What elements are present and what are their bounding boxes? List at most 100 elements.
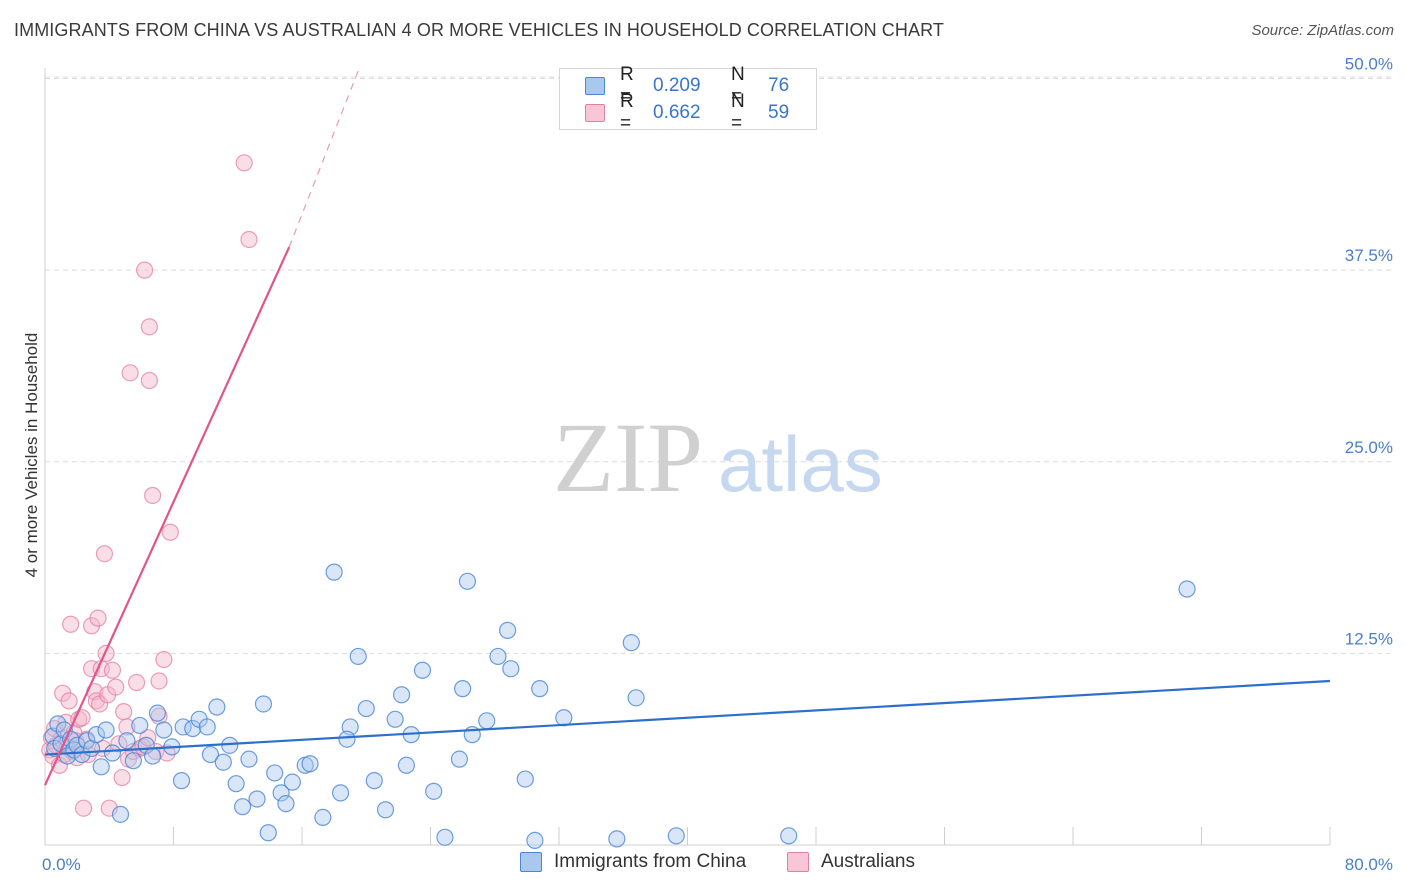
australians-swatch-icon bbox=[585, 104, 605, 122]
y-tick-label: 12.5% bbox=[1345, 629, 1393, 648]
australians-trend-extension bbox=[288, 70, 359, 248]
china-point bbox=[608, 830, 626, 848]
n-label: N = bbox=[731, 64, 745, 107]
y-tick-label: 37.5% bbox=[1345, 246, 1393, 265]
australians-point bbox=[97, 644, 115, 662]
x-tick-label-max: 80.0% bbox=[1345, 855, 1393, 874]
china-point bbox=[531, 680, 549, 698]
australians-point bbox=[121, 364, 139, 382]
y-tick-label: 25.0% bbox=[1345, 438, 1393, 457]
china-point bbox=[516, 770, 534, 788]
china-point bbox=[248, 790, 266, 808]
y-tick-labels: 12.5% 25.0% 37.5% 50.0% bbox=[1345, 55, 1393, 649]
watermark-atlas: atlas bbox=[718, 420, 883, 508]
china-point bbox=[555, 709, 573, 727]
series-legend: Immigrants from China Australians bbox=[0, 851, 1406, 877]
australians-point bbox=[140, 371, 159, 390]
china-point bbox=[478, 712, 496, 730]
chart-title: IMMIGRANTS FROM CHINA VS AUSTRALIAN 4 OR… bbox=[14, 20, 944, 40]
australians-point bbox=[113, 768, 131, 787]
china-point bbox=[92, 758, 110, 776]
china-point bbox=[227, 775, 245, 793]
china-point bbox=[201, 745, 220, 764]
aus-r-value: 0.662 bbox=[653, 102, 701, 123]
china-point bbox=[266, 764, 284, 782]
china-swatch-icon bbox=[585, 77, 605, 95]
china-point bbox=[627, 689, 645, 707]
china-point bbox=[349, 647, 367, 666]
china-point bbox=[272, 784, 290, 802]
legend-label-australians: Australians bbox=[821, 851, 915, 872]
china-point bbox=[283, 773, 301, 791]
aus-n-value: 59 bbox=[768, 102, 790, 123]
china-point bbox=[780, 827, 798, 845]
australians-point bbox=[161, 523, 179, 541]
australians-point bbox=[60, 692, 78, 710]
x-tick-labels: 0.0% 80.0% bbox=[42, 855, 1393, 874]
australians-point bbox=[89, 609, 107, 627]
australians-point bbox=[62, 615, 80, 633]
china-point bbox=[254, 695, 273, 713]
china-point bbox=[103, 744, 122, 762]
source-label: Source: ZipAtlas.com bbox=[1251, 22, 1394, 39]
series-china bbox=[44, 563, 1196, 850]
n-label: N = bbox=[731, 91, 745, 134]
china-r-value: 0.209 bbox=[653, 75, 701, 96]
china-point bbox=[365, 772, 383, 790]
china-point bbox=[376, 801, 395, 819]
china-trend-line bbox=[44, 679, 1331, 756]
y-tick-label: 50.0% bbox=[1345, 55, 1393, 74]
china-point bbox=[131, 716, 149, 735]
australians-point bbox=[118, 718, 136, 736]
china-point bbox=[392, 686, 411, 704]
legend-item-china[interactable]: Immigrants from China bbox=[520, 851, 746, 873]
australians-point bbox=[140, 318, 159, 336]
china-point bbox=[148, 704, 167, 722]
trend-lines bbox=[43, 70, 1331, 786]
australians-point bbox=[155, 650, 173, 669]
china-point bbox=[1178, 580, 1196, 598]
china-point bbox=[124, 752, 142, 770]
china-point bbox=[331, 784, 350, 802]
china-n-value: 76 bbox=[768, 75, 790, 96]
china-point bbox=[386, 710, 404, 728]
china-point bbox=[184, 719, 202, 738]
china-point bbox=[214, 753, 232, 771]
china-point bbox=[208, 698, 226, 716]
australians-point bbox=[144, 486, 162, 505]
china-point bbox=[172, 772, 191, 790]
australians-point bbox=[135, 261, 154, 279]
china-point bbox=[111, 805, 130, 823]
china-point bbox=[97, 721, 115, 739]
china-point bbox=[425, 782, 443, 800]
china-point bbox=[314, 808, 332, 827]
legend-item-australians[interactable]: Australians bbox=[787, 851, 915, 873]
china-point bbox=[489, 647, 507, 666]
axes bbox=[44, 68, 1331, 846]
r-label: R = bbox=[620, 64, 634, 107]
r-label: R = bbox=[620, 91, 634, 134]
china-point bbox=[436, 828, 454, 846]
china-point bbox=[277, 795, 295, 813]
y-axis-label: 4 or more Vehicles in Household bbox=[22, 333, 41, 578]
china-point bbox=[198, 718, 216, 736]
watermark-zip: ZIP bbox=[553, 402, 703, 513]
legend-label-china: Immigrants from China bbox=[554, 851, 747, 872]
australians-point bbox=[115, 703, 133, 721]
china-point bbox=[87, 726, 106, 744]
china-point bbox=[667, 827, 685, 845]
australians-point bbox=[150, 672, 168, 690]
china-point bbox=[144, 747, 162, 765]
china-point bbox=[526, 831, 544, 850]
china-point bbox=[397, 756, 416, 774]
china-point bbox=[301, 755, 319, 773]
china-point bbox=[502, 660, 520, 678]
correlation-legend: R = 0.209 N = 76 R = 0.662 N = 59 bbox=[559, 64, 817, 134]
australians-legend-icon bbox=[787, 852, 809, 872]
china-point bbox=[450, 750, 469, 768]
china-point bbox=[499, 621, 517, 639]
australians-point bbox=[107, 678, 125, 696]
series-australians bbox=[41, 154, 258, 817]
china-point bbox=[233, 798, 252, 816]
